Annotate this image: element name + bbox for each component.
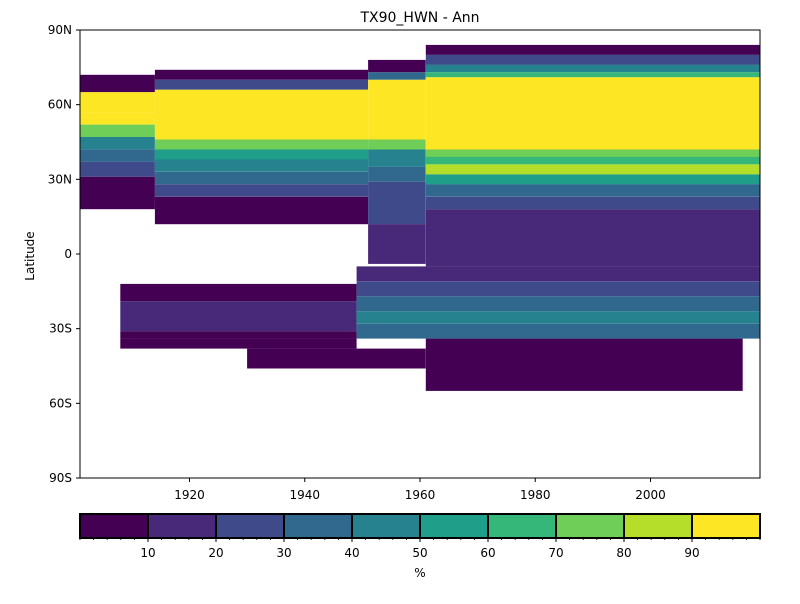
heatmap-cell xyxy=(356,281,760,297)
colorbar-bin xyxy=(487,513,557,539)
heatmap-cell xyxy=(368,139,426,150)
heatmap-cell xyxy=(247,348,426,369)
heatmap-cell xyxy=(425,77,760,150)
heatmap-cell xyxy=(80,92,155,113)
colorbar-tick-label: 20 xyxy=(208,546,223,560)
y-axis: 90N 60N 30N 0 30S 60S 90S xyxy=(48,23,80,485)
x-tick-label: 1940 xyxy=(289,488,320,502)
plot-cells xyxy=(80,44,760,391)
heatmap-cell xyxy=(80,74,155,93)
y-tick-label: 30S xyxy=(49,322,72,336)
x-tick-label: 1920 xyxy=(174,488,205,502)
heatmap-cell xyxy=(425,44,760,55)
heatmap-cell xyxy=(356,266,760,282)
heatmap-cell xyxy=(368,149,426,167)
colorbar-tick-label: 90 xyxy=(684,546,699,560)
heatmap-cell xyxy=(120,331,357,339)
colorbar-tick-label: 80 xyxy=(616,546,631,560)
heatmap-cell xyxy=(368,224,426,264)
heatmap-cell xyxy=(80,161,155,177)
colorbar-bin xyxy=(215,513,285,539)
y-tick-label: 30N xyxy=(48,172,72,186)
heatmap-cell xyxy=(154,184,369,197)
colorbar-bin xyxy=(691,513,761,539)
colorbar-tick-label: 40 xyxy=(344,546,359,560)
heatmap-cell xyxy=(368,72,426,80)
colorbar-bin xyxy=(147,513,217,539)
heatmap-cell xyxy=(154,196,369,225)
colorbar-bin xyxy=(419,513,489,539)
heatmap-cell xyxy=(80,176,155,210)
x-axis: 1920 1940 1960 1980 2000 xyxy=(174,478,666,502)
heatmap-cell xyxy=(154,79,369,90)
heatmap-cell xyxy=(425,64,760,73)
y-tick-label: 0 xyxy=(64,247,72,261)
colorbar-tick-label: 50 xyxy=(412,546,427,560)
heatmap-cell xyxy=(154,171,369,185)
heatmap-cell xyxy=(425,156,760,165)
plot-frame xyxy=(79,29,761,479)
heatmap-cell xyxy=(368,181,426,225)
heatmap-cell xyxy=(368,79,426,140)
heatmap-cell xyxy=(356,311,760,324)
heatmap-cell xyxy=(425,338,743,391)
colorbar xyxy=(79,513,761,539)
heatmap-cell xyxy=(154,89,369,140)
heatmap-cell xyxy=(154,139,369,150)
heatmap-cell xyxy=(356,296,760,312)
heatmap-cell xyxy=(425,184,760,197)
y-tick-label: 60N xyxy=(48,98,72,112)
y-tick-label: 90N xyxy=(48,23,72,37)
y-tick-label: 60S xyxy=(49,396,72,410)
colorbar-tick-label: 70 xyxy=(548,546,563,560)
heatmap-cell xyxy=(154,149,369,160)
x-tick-label: 1960 xyxy=(405,488,436,502)
heatmap-cell xyxy=(80,112,155,125)
colorbar-bin xyxy=(351,513,421,539)
heatmap-cell xyxy=(368,166,426,182)
heatmap-cell xyxy=(425,174,760,185)
heatmap-cell xyxy=(120,301,357,332)
heatmap-cell xyxy=(368,59,426,73)
colorbar-bin xyxy=(623,513,693,539)
heatmap-cell xyxy=(120,283,357,302)
heatmap-cell xyxy=(154,69,369,80)
heatmap-cell xyxy=(120,338,357,349)
colorbar-bin xyxy=(283,513,353,539)
heatmap-cell xyxy=(154,159,369,172)
colorbar-bin xyxy=(79,513,149,539)
x-tick-label: 1980 xyxy=(520,488,551,502)
chart-title: TX90_HWN - Ann xyxy=(359,10,479,26)
heatmap-cell xyxy=(80,149,155,162)
heatmap-cell xyxy=(80,137,155,150)
colorbar-label: % xyxy=(414,566,425,580)
colorbar-ticks: 10 20 30 40 50 60 70 80 90 xyxy=(79,538,761,560)
colorbar-tick-label: 10 xyxy=(140,546,155,560)
heatmap-cell xyxy=(425,209,760,267)
heatmap-cell xyxy=(425,164,760,175)
y-axis-label: Latitude xyxy=(23,231,37,280)
heatmap-cell xyxy=(425,149,760,157)
heatmap-cell xyxy=(356,323,760,339)
heatmap-cell xyxy=(80,124,155,137)
colorbar-tick-label: 30 xyxy=(276,546,291,560)
colorbar-bin xyxy=(555,513,625,539)
x-tick-label: 2000 xyxy=(635,488,666,502)
heatmap-cell xyxy=(425,54,760,65)
heatmap-cell xyxy=(425,72,760,78)
y-tick-label: 90S xyxy=(49,471,72,485)
heatmap-cell xyxy=(425,196,760,210)
colorbar-tick-label: 60 xyxy=(480,546,495,560)
